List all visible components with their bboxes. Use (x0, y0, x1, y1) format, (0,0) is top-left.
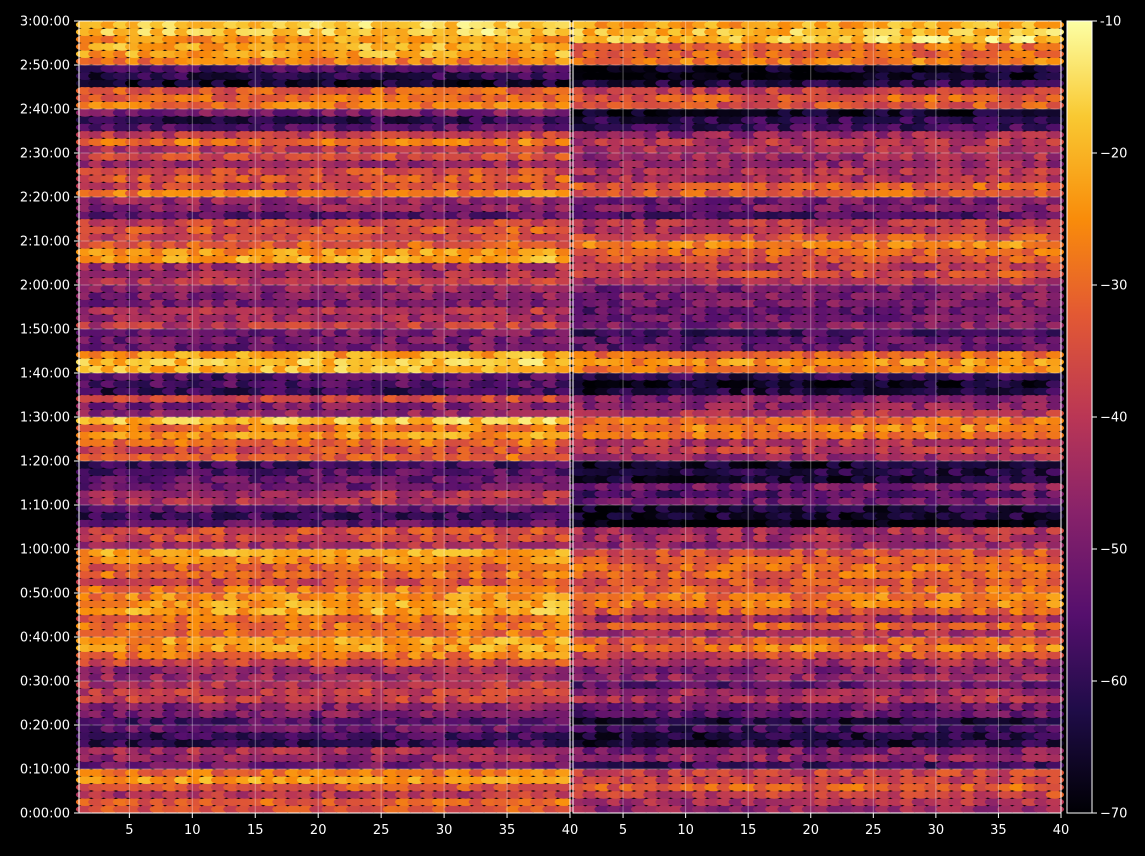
heat-cell (554, 768, 574, 777)
heat-cell (554, 710, 574, 718)
heat-cell (554, 754, 574, 762)
heat-cell (554, 732, 574, 740)
heat-cell (554, 702, 574, 711)
heat-cell (554, 651, 574, 660)
heat-cell (554, 739, 574, 748)
heat-cell (554, 790, 574, 799)
heatmap-cells-panel-1 (75, 20, 574, 814)
heat-cell (554, 783, 574, 792)
heat-cell (554, 746, 574, 755)
heat-cell (554, 776, 574, 784)
heat-cell (554, 680, 574, 689)
heat-cell (554, 724, 574, 733)
heat-cell (554, 761, 574, 770)
heat-cell (554, 666, 574, 674)
heat-cell (554, 644, 574, 652)
heat-cell (554, 805, 574, 814)
heat-cell (554, 717, 574, 726)
heat-cell (554, 798, 574, 806)
heat-cell (554, 688, 574, 696)
heat-cell (554, 658, 574, 667)
heat-cell (554, 695, 574, 704)
heat-cell (554, 673, 574, 682)
